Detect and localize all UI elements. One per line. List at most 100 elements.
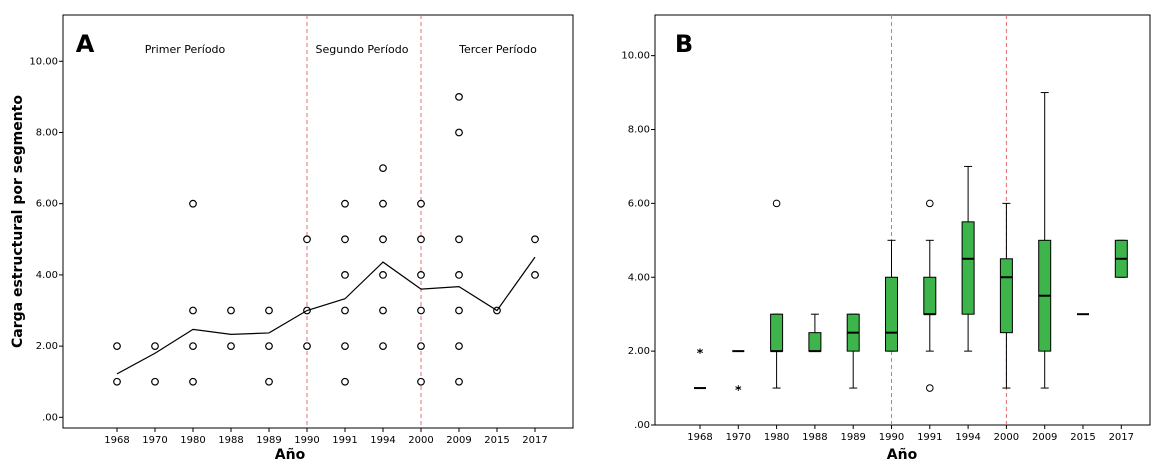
x-tick-label: 2017 bbox=[522, 435, 547, 446]
x-tick-label: 1994 bbox=[370, 435, 395, 446]
x-tick-label: 1991 bbox=[332, 435, 357, 446]
point bbox=[113, 377, 121, 386]
y-tick-label: .00 bbox=[42, 412, 58, 423]
x-tick-label: 1988 bbox=[802, 432, 827, 443]
x-tick-label: 1980 bbox=[764, 432, 789, 443]
point bbox=[189, 199, 197, 208]
point bbox=[417, 377, 425, 386]
x-axis-title: Año bbox=[275, 447, 306, 463]
box bbox=[808, 332, 822, 352]
outlier bbox=[926, 384, 934, 392]
x-tick-label: 1970 bbox=[726, 432, 751, 443]
point bbox=[379, 342, 387, 351]
y-tick-label: 4.00 bbox=[628, 272, 650, 283]
point bbox=[379, 271, 387, 279]
x-tick-label: 1990 bbox=[294, 435, 319, 446]
point bbox=[341, 199, 349, 208]
panel-label: B bbox=[675, 30, 693, 58]
point bbox=[151, 342, 159, 351]
mean-line bbox=[116, 256, 536, 375]
extreme bbox=[735, 385, 742, 391]
y-tick-label: 2.00 bbox=[628, 346, 650, 357]
point bbox=[417, 342, 425, 351]
x-tick-label: 1989 bbox=[840, 432, 865, 443]
x-tick-label: 2000 bbox=[408, 435, 433, 446]
x-tick-label: 2009 bbox=[446, 435, 471, 446]
x-tick-label: 1980 bbox=[180, 435, 205, 446]
x-tick-label: 2009 bbox=[1032, 432, 1057, 443]
x-tick-label: 1994 bbox=[955, 432, 980, 443]
annotation: Tercer Período bbox=[458, 43, 537, 56]
y-tick-label: 2.00 bbox=[36, 341, 58, 352]
point bbox=[455, 235, 463, 244]
y-tick-label: 10.00 bbox=[621, 51, 650, 62]
point bbox=[341, 271, 349, 279]
x-tick-label: 1988 bbox=[218, 435, 243, 446]
point bbox=[379, 235, 387, 244]
point bbox=[531, 271, 539, 279]
x-axis-title: Año bbox=[887, 447, 918, 463]
x-tick-label: 1968 bbox=[687, 432, 712, 443]
box bbox=[770, 313, 784, 352]
point bbox=[341, 306, 349, 315]
point bbox=[151, 377, 159, 386]
point bbox=[303, 342, 311, 351]
y-tick-label: 8.00 bbox=[36, 127, 58, 138]
point bbox=[265, 342, 273, 351]
point bbox=[455, 306, 463, 315]
x-tick-label: 2000 bbox=[994, 432, 1019, 443]
point bbox=[341, 342, 349, 351]
box bbox=[961, 221, 975, 315]
point bbox=[341, 235, 349, 244]
point bbox=[417, 271, 425, 279]
outlier bbox=[772, 199, 781, 208]
point bbox=[227, 342, 235, 351]
point bbox=[189, 306, 197, 315]
point bbox=[379, 306, 387, 315]
x-tick-label: 2015 bbox=[1070, 432, 1095, 443]
point bbox=[341, 377, 349, 386]
point bbox=[189, 342, 197, 351]
point bbox=[265, 306, 273, 315]
plot-frame bbox=[654, 14, 1151, 426]
box bbox=[999, 258, 1013, 334]
point bbox=[265, 377, 273, 386]
point bbox=[189, 377, 197, 386]
x-tick-label: 1970 bbox=[142, 435, 167, 446]
y-tick-label: 10.00 bbox=[29, 56, 58, 67]
point bbox=[455, 377, 463, 386]
annotation: Segundo Período bbox=[316, 43, 409, 56]
point bbox=[455, 342, 463, 351]
point bbox=[303, 235, 311, 244]
x-tick-label: 1968 bbox=[104, 435, 129, 446]
point bbox=[455, 92, 463, 101]
point bbox=[417, 235, 425, 244]
point bbox=[417, 306, 425, 315]
x-tick-label: 2017 bbox=[1109, 432, 1134, 443]
extreme bbox=[696, 348, 704, 354]
y-axis-title: Carga estructural por segmento bbox=[10, 95, 26, 348]
box bbox=[885, 276, 898, 352]
point bbox=[379, 164, 387, 172]
y-tick-label: 4.00 bbox=[36, 270, 58, 281]
panel-label: A bbox=[76, 30, 95, 58]
point bbox=[417, 199, 425, 208]
x-tick-label: 1990 bbox=[879, 432, 904, 443]
annotation: Primer Período bbox=[145, 43, 226, 56]
box bbox=[923, 276, 937, 315]
y-tick-label: .00 bbox=[634, 420, 650, 431]
point bbox=[455, 271, 463, 279]
plot-frame bbox=[62, 14, 574, 429]
y-tick-label: 6.00 bbox=[36, 199, 58, 210]
outlier bbox=[926, 199, 934, 208]
y-tick-label: 6.00 bbox=[628, 198, 650, 209]
point bbox=[113, 342, 121, 351]
x-tick-label: 1989 bbox=[256, 435, 281, 446]
x-tick-label: 1991 bbox=[917, 432, 942, 443]
point bbox=[379, 199, 387, 208]
point bbox=[455, 128, 463, 137]
point bbox=[227, 306, 235, 315]
y-tick-label: 8.00 bbox=[628, 125, 650, 136]
point bbox=[531, 235, 539, 244]
